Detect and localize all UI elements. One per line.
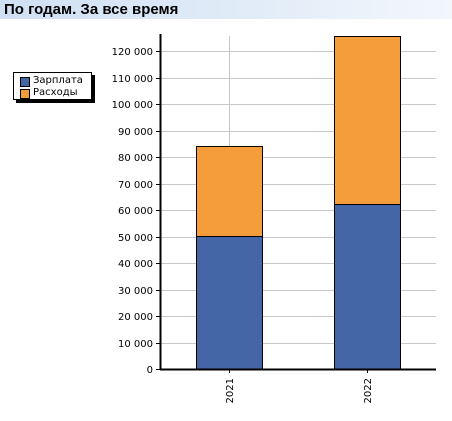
bars (196, 36, 401, 370)
y-tick-label: 80 000 (118, 153, 153, 164)
y-tick-label: 120 000 (112, 47, 153, 58)
y-tick-label: 10 000 (118, 339, 153, 350)
chart-legend: Зарплата Расходы (13, 72, 92, 100)
axes (156, 34, 436, 373)
y-tick-label: 30 000 (118, 286, 153, 297)
chart-title: По годам. За все время (4, 1, 179, 18)
bar-expenses-2021 (196, 146, 263, 237)
y-tick-label: 20 000 (118, 312, 153, 323)
y-tick-label: 50 000 (118, 233, 153, 244)
y-tick-label: 40 000 (118, 259, 153, 270)
x-tick-label-2022: 2022 (363, 378, 374, 403)
legend-label-expenses: Расходы (33, 87, 78, 98)
legend-swatch-salary (20, 77, 30, 87)
chart-title-bar: По годам. За все время (0, 0, 452, 19)
y-tick-label: 90 000 (118, 127, 153, 138)
y-tick-label: 100 000 (112, 100, 153, 111)
legend-swatch-expenses (20, 89, 30, 99)
y-tick-label: 60 000 (118, 206, 153, 217)
legend-label-salary: Зарплата (33, 75, 83, 86)
y-tick-label: 0 (147, 365, 153, 376)
bar-salary-2021 (196, 236, 263, 370)
tick-labels: 0 10 000 20 000 30 000 40 000 50 000 60 000 70 … (112, 47, 374, 403)
y-tick-label: 70 000 (118, 180, 153, 191)
bar-expenses-2022 (334, 36, 401, 205)
bar-salary-2022 (334, 204, 401, 370)
y-tick-label: 110 000 (112, 74, 153, 85)
x-tick-label-2021: 2021 (225, 378, 236, 403)
